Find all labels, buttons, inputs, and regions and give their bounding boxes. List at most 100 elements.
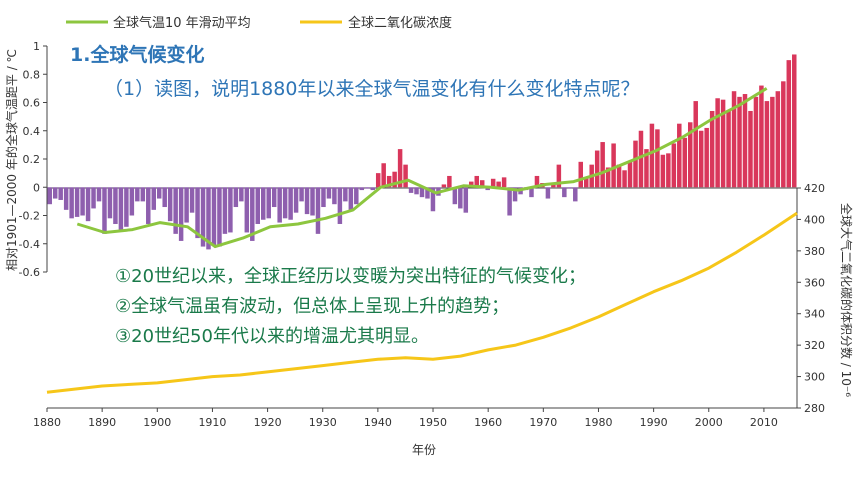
anomaly-bar: [178, 187, 184, 241]
x-tick-label: 2000: [695, 416, 723, 429]
y-right-tick-label: 420: [804, 182, 825, 195]
anomaly-bar: [332, 187, 337, 205]
anomaly-bar: [299, 187, 304, 202]
anomaly-bar: [167, 187, 173, 222]
anomaly-bar: [430, 187, 436, 212]
anomaly-bar: [239, 187, 244, 202]
anomaly-bar: [261, 187, 266, 220]
anomaly-bar: [633, 140, 638, 188]
anomaly-bar: [501, 177, 507, 188]
anomaly-bar: [135, 187, 140, 202]
anomaly-bar: [69, 187, 74, 219]
anomaly-bar: [567, 187, 573, 189]
answer-item-3: ③20世纪50年代以来的增温尤其明显。: [115, 326, 429, 347]
anomaly-bar: [660, 154, 666, 188]
anomaly-bar: [403, 164, 408, 188]
anomaly-bar: [583, 177, 589, 188]
question-text: （1）读图，说明1880年以来全球气温变化有什么变化特点呢？: [104, 78, 640, 100]
anomaly-bar: [206, 187, 211, 250]
answer-item-2: ②全球气温虽有波动，但总体上呈现上升的趋势；: [115, 296, 510, 317]
y-right-tick-label: 380: [804, 245, 825, 258]
y-axis-left-title: 相对1901—2000 年的全球气温距平 / ℃: [4, 49, 19, 271]
anomaly-bar: [386, 175, 392, 188]
anomaly-bar: [529, 187, 534, 198]
anomaly-bar: [775, 91, 781, 188]
anomaly-bar: [74, 187, 80, 217]
y-left-tick-label: -0.2: [19, 210, 40, 223]
anomaly-bar: [682, 137, 688, 188]
x-axis-title: 年份: [412, 443, 436, 457]
anomaly-bar: [742, 94, 748, 188]
anomaly-bar: [474, 175, 479, 188]
anomaly-bar: [337, 187, 343, 224]
anomaly-bar: [671, 143, 677, 188]
y-right-tick-label: 300: [804, 371, 825, 384]
anomaly-bar: [786, 60, 792, 188]
y-left-tick-label: 1: [33, 40, 40, 53]
x-tick-label: 1890: [88, 416, 116, 429]
anomaly-bar: [748, 110, 753, 188]
anomaly-bar: [146, 187, 151, 224]
anomaly-bars: [47, 54, 797, 250]
anomaly-bar: [644, 149, 649, 188]
smoothed-temperature-line: [76, 87, 768, 249]
anomaly-bar: [479, 180, 485, 188]
anomaly-bar: [649, 123, 655, 188]
anomaly-bar: [288, 187, 293, 220]
anomaly-bar: [704, 127, 709, 188]
anomaly-bar: [271, 187, 277, 208]
anomaly-bar: [250, 187, 255, 241]
anomaly-bar: [381, 163, 386, 188]
anomaly-bar: [688, 122, 693, 188]
anomaly-bar: [490, 178, 496, 188]
anomaly-bar: [720, 99, 726, 188]
y-right-tick-label: 320: [804, 339, 825, 352]
anomaly-bar: [551, 184, 556, 188]
anomaly-bar: [129, 187, 135, 216]
anomaly-bar: [458, 187, 463, 209]
anomaly-bar: [310, 187, 315, 216]
anomaly-bar: [507, 187, 512, 216]
anomaly-bar: [359, 187, 365, 191]
anomaly-bar: [255, 187, 261, 224]
anomaly-bar: [447, 175, 452, 188]
anomaly-bar: [233, 187, 239, 208]
anomaly-bar: [266, 187, 271, 219]
y-axis-left-ticks: 1 0.8 0.6 0.4 0.2 0 -0.2 -0.4 -0.6: [19, 40, 47, 279]
anomaly-bar: [277, 187, 282, 223]
answer-list: ①20世纪以来，全球正经历以变暖为突出特征的气候变化； ②全球气温虽有波动，但总…: [115, 262, 586, 352]
anomaly-bar: [102, 187, 107, 234]
anomaly-bar: [80, 187, 85, 216]
anomaly-bar: [304, 187, 310, 215]
x-tick-label: 1920: [254, 416, 282, 429]
anomaly-bar: [162, 187, 167, 208]
anomaly-bar: [244, 187, 250, 233]
anomaly-bar: [731, 91, 737, 188]
anomaly-bar: [616, 164, 622, 188]
x-tick-label: 1990: [640, 416, 668, 429]
anomaly-bar: [556, 164, 562, 188]
anomaly-bar: [627, 161, 633, 188]
anomaly-bar: [184, 187, 189, 223]
anomaly-bar: [293, 187, 299, 213]
anomaly-bar: [118, 187, 124, 230]
anomaly-bar: [452, 187, 458, 205]
anomaly-bar: [605, 167, 611, 188]
answer-item-1: ①20世纪以来，全球正经历以变暖为突出特征的气候变化；: [115, 266, 587, 287]
anomaly-bar: [764, 101, 770, 188]
anomaly-bar: [622, 170, 627, 188]
anomaly-bar: [47, 187, 52, 205]
anomaly-bar: [107, 187, 113, 219]
y-right-tick-label: 280: [804, 402, 825, 415]
x-tick-label: 1880: [33, 416, 61, 429]
anomaly-bar: [715, 98, 720, 188]
anomaly-bar: [140, 187, 146, 202]
x-axis-ticks: 1880 1890 1900 1910 1920 1930 1940 1950 1960 1970…: [33, 408, 778, 429]
anomaly-bar: [709, 110, 715, 188]
anomaly-bar: [419, 187, 425, 198]
anomaly-bar: [792, 54, 797, 188]
anomaly-bar: [151, 187, 156, 210]
anomaly-bar: [173, 187, 178, 234]
anomaly-bar: [753, 96, 759, 188]
